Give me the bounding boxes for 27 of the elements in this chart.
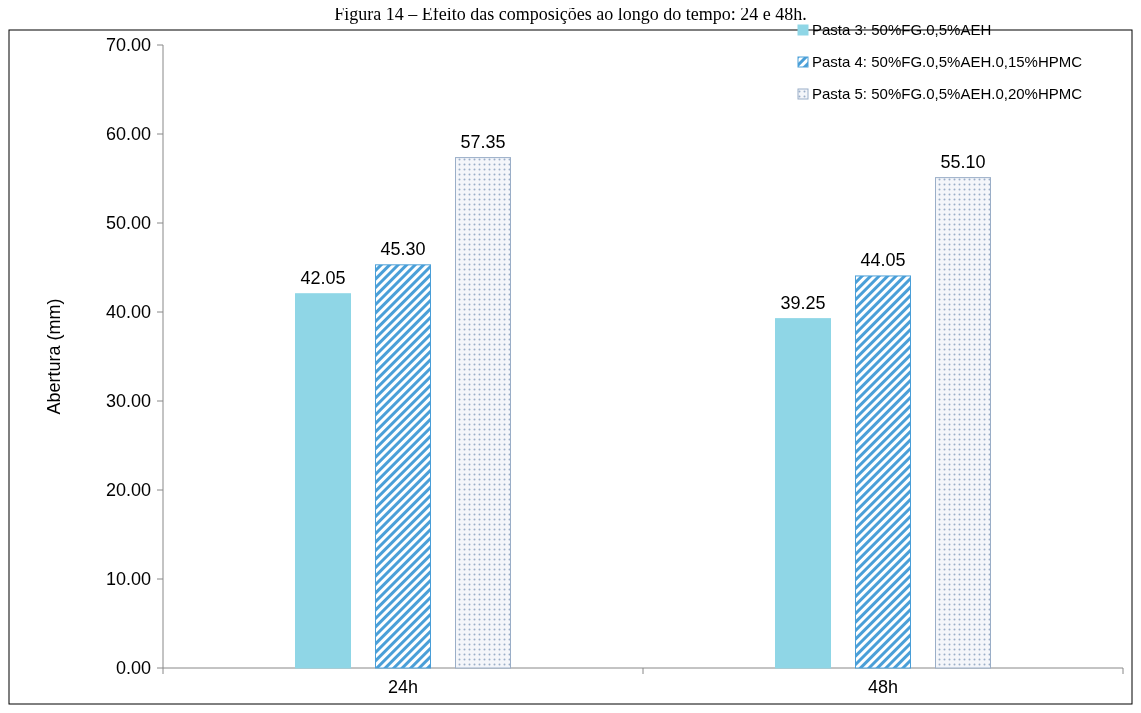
y-tick-label: 60.00: [105, 124, 151, 144]
chart-title: Figura 14 – Efeito das composições ao longo do tempo: 24 e 48h.: [334, 4, 807, 24]
text: 42.05: [300, 267, 346, 288]
bar: [935, 177, 991, 669]
x-tick-label: 24h: [387, 677, 419, 697]
y-tick-label: 0.00: [115, 658, 151, 678]
text: 45.30: [380, 238, 426, 259]
text: 39.25: [780, 292, 826, 313]
bar: [855, 275, 911, 669]
y-tick-label: 20.00: [105, 480, 151, 500]
legend-label: Pasta 5: 50%FG.0,5%AEH.0,20%HPMC: [812, 85, 1083, 102]
bar: [455, 157, 511, 669]
x-tick-label: 48h: [867, 677, 899, 697]
text: 55.10: [940, 151, 986, 172]
y-tick-label: 50.00: [105, 213, 151, 233]
y-tick-label: 40.00: [105, 302, 151, 322]
y-tick-label: 30.00: [105, 391, 151, 411]
text: 44.05: [860, 249, 906, 270]
text: 57.35: [460, 131, 506, 152]
legend-label: Pasta 4: 50%FG.0,5%AEH.0,15%HPMC: [812, 53, 1083, 70]
bar: [295, 293, 351, 669]
bar: [775, 318, 831, 669]
y-tick-label: 70.00: [105, 35, 151, 55]
y-tick-label: 10.00: [105, 569, 151, 589]
legend-label: Pasta 3: 50%FG.0,5%AEH: [812, 21, 992, 38]
y-axis-title: Abertura (mm): [44, 298, 64, 415]
bar: [375, 264, 431, 669]
